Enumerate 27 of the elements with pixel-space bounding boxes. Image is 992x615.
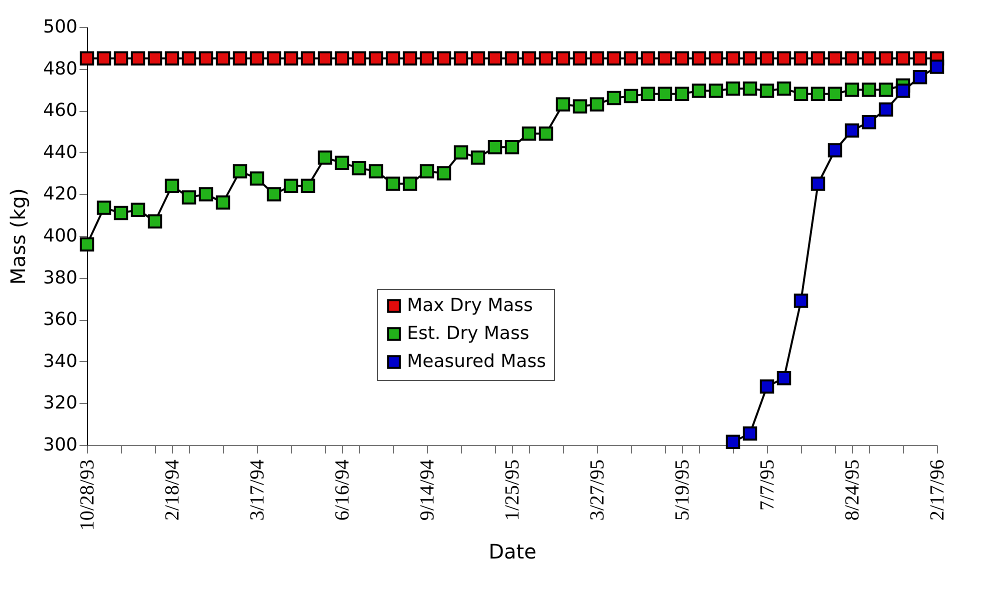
- y-tick-label: 380: [43, 267, 78, 288]
- y-tick-label: 460: [43, 100, 78, 122]
- y-tick-label: 420: [43, 184, 78, 205]
- x-tick-label: 7/7/95: [756, 460, 778, 511]
- y-tick-label: 500: [43, 16, 78, 38]
- x-tick-label: 6/16/94: [332, 460, 354, 521]
- y-tick-label: 320: [43, 392, 78, 414]
- y-tick-label: 480: [43, 58, 78, 80]
- y-tick-label: 300: [43, 434, 78, 456]
- x-axis-title: Date: [488, 540, 536, 564]
- x-tick-label: 5/19/95: [672, 460, 694, 521]
- y-tick-label: 440: [43, 142, 78, 163]
- y-tick-label: 340: [43, 350, 78, 372]
- x-tick-label: 2/18/94: [162, 460, 184, 521]
- x-tick-label: 3/27/95: [586, 460, 608, 521]
- legend-label: Est. Dry Mass: [407, 323, 530, 344]
- x-tick-label: 10/28/93: [76, 460, 98, 531]
- x-tick-label: 2/17/96: [926, 460, 948, 521]
- y-tick-label: 360: [43, 309, 78, 330]
- x-tick-label: 8/24/95: [842, 460, 864, 521]
- y-axis-title: Mass (kg): [6, 188, 30, 285]
- x-tick-label: 9/14/94: [416, 460, 438, 521]
- y-tick-label: 400: [43, 226, 78, 246]
- legend-label: Max Dry Mass: [407, 295, 533, 316]
- x-tick-label: 3/17/94: [246, 460, 268, 521]
- legend-label: Measured Mass: [407, 351, 546, 372]
- x-tick-label: 1/25/95: [502, 460, 524, 521]
